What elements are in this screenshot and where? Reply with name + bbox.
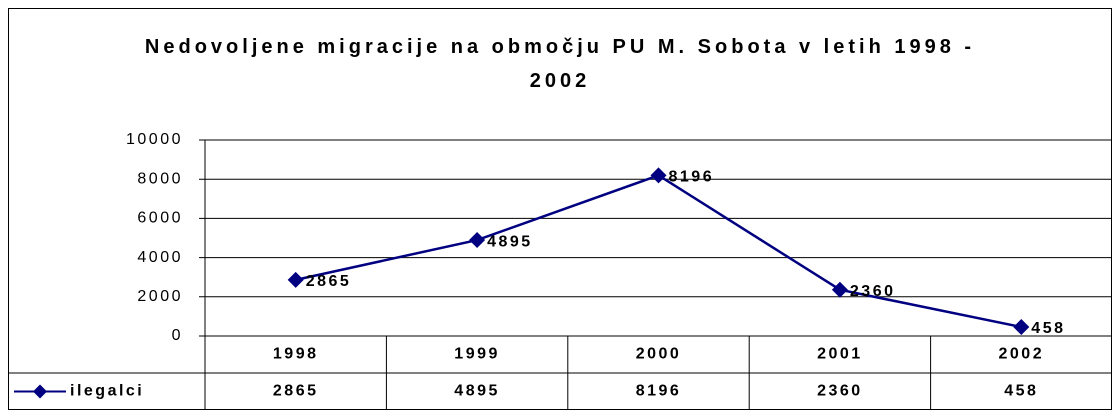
x-tick-label: 2002 <box>999 346 1045 363</box>
marker <box>469 232 486 249</box>
legend-marker <box>33 384 47 399</box>
data-label: 4895 <box>487 233 533 250</box>
table-value: 2360 <box>817 383 863 400</box>
y-tick-label: 8000 <box>137 170 183 187</box>
marker <box>650 167 667 184</box>
data-label: 8196 <box>669 169 715 186</box>
x-tick-label: 2000 <box>636 346 682 363</box>
x-tick-label: 2001 <box>817 346 863 363</box>
line <box>295 173 1022 329</box>
marker <box>1013 319 1030 336</box>
legend-label: ilegalci <box>70 383 144 400</box>
data-label: 2865 <box>306 273 352 290</box>
y-tick-label: 4000 <box>137 249 183 266</box>
x-tick-label: 1998 <box>273 346 319 363</box>
y-tick-label: 6000 <box>137 210 183 227</box>
table-value: 458 <box>1004 383 1038 400</box>
y-tick-label: 2000 <box>137 288 183 305</box>
table-value: 8196 <box>636 383 682 400</box>
x-tick-label: 1999 <box>454 346 500 363</box>
y-tick-label: 10000 <box>126 131 183 148</box>
data-label: 458 <box>1031 320 1065 337</box>
chart-title: Nedovoljene migracije na območju PU M. S… <box>144 36 976 92</box>
data-label: 2360 <box>850 283 896 300</box>
table-value: 4895 <box>454 383 500 400</box>
marker <box>287 271 304 288</box>
y-tick-label: 0 <box>172 327 183 344</box>
frame <box>8 8 1112 410</box>
table-value: 2865 <box>273 383 319 400</box>
marker <box>831 281 848 298</box>
